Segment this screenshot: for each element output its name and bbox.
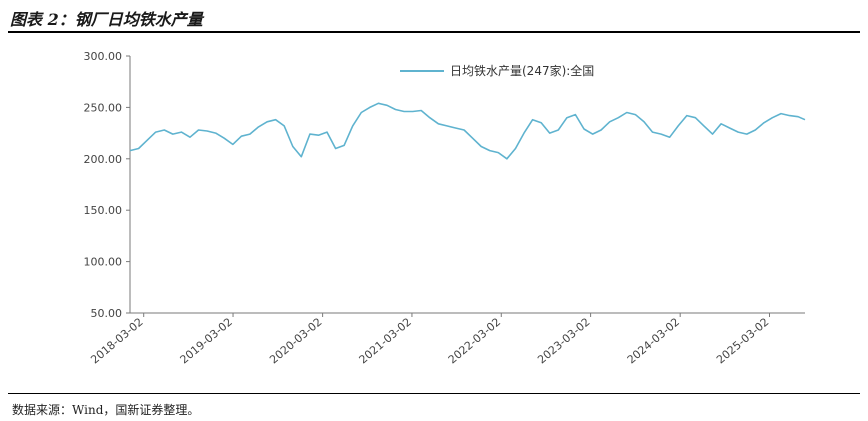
legend: 日均铁水产量(247家):全国 bbox=[400, 63, 594, 78]
y-tick-label: 200.00 bbox=[84, 153, 123, 166]
source-note: 数据来源：Wind，国新证券整理。 bbox=[12, 403, 200, 417]
x-tick-label: 2019-03-02 bbox=[178, 315, 235, 366]
series-line bbox=[129, 102, 806, 160]
legend-label: 日均铁水产量(247家):全国 bbox=[450, 63, 594, 78]
y-tick-label: 250.00 bbox=[84, 101, 123, 114]
figure-title: 图表 2：钢厂日均铁水产量 bbox=[10, 10, 203, 29]
y-axis: 300.00 250.00 200.00 150.00 100.00 50.00 bbox=[84, 50, 131, 320]
x-tick-label: 2025-03-02 bbox=[714, 315, 771, 366]
series-layer bbox=[129, 102, 806, 160]
line-chart: 300.00 250.00 200.00 150.00 100.00 50.00 2018… bbox=[84, 50, 806, 366]
y-tick-label: 150.00 bbox=[84, 204, 123, 217]
x-tick-label: 2021-03-02 bbox=[357, 315, 414, 366]
x-tick-label: 2020-03-02 bbox=[267, 315, 324, 366]
y-tick-label: 50.00 bbox=[91, 307, 123, 320]
x-tick-label: 2024-03-02 bbox=[625, 315, 682, 366]
bottom-rule bbox=[8, 393, 860, 394]
x-tick-label: 2018-03-02 bbox=[88, 315, 145, 366]
y-tick-label: 100.00 bbox=[84, 256, 123, 269]
x-axis: 2018-03-02 2019-03-02 2020-03-02 2021-03-02… bbox=[88, 312, 805, 366]
x-tick-label: 2022-03-02 bbox=[446, 315, 503, 366]
top-rule bbox=[8, 31, 860, 33]
y-tick-label: 300.00 bbox=[84, 50, 123, 63]
x-tick-label: 2023-03-02 bbox=[535, 315, 592, 366]
